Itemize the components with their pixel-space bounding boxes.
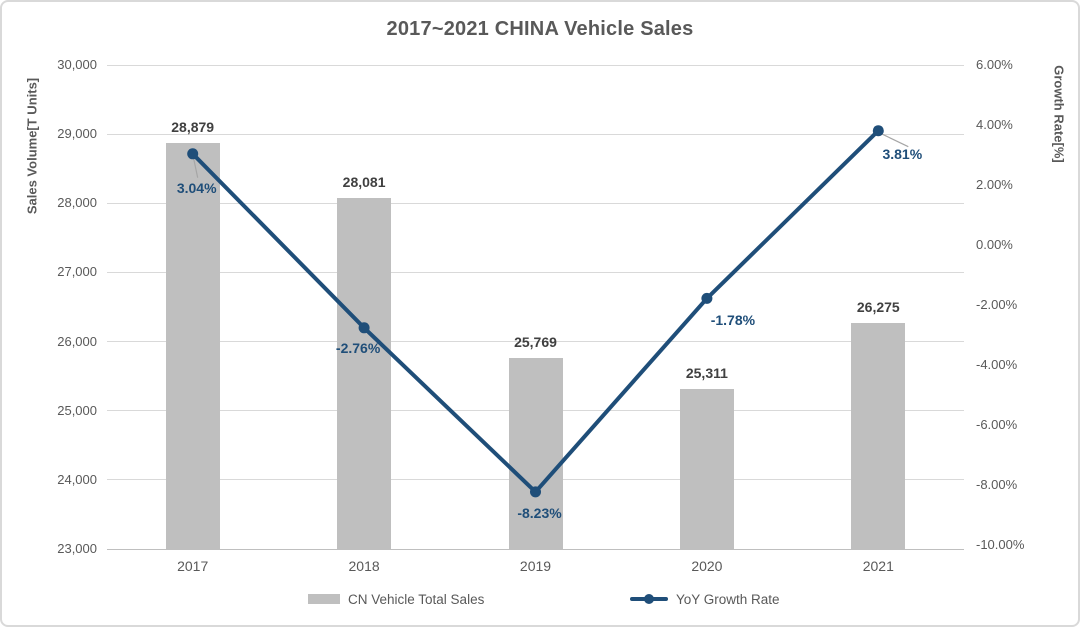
line-point-label: 3.81%	[882, 145, 923, 162]
bar-2018[interactable]	[337, 197, 392, 549]
bar-value-label: 28,879	[171, 118, 215, 135]
line-point-label: -2.76%	[335, 339, 381, 356]
line-marker[interactable]	[872, 125, 884, 137]
right-axis-tick-label: 2.00%	[976, 177, 1013, 192]
bar-value-label: 25,769	[514, 333, 557, 350]
left-axis-tick-label: 24,000	[57, 471, 97, 487]
gridline	[107, 271, 964, 273]
x-axis-label: 2017	[177, 558, 209, 574]
line-point-label: -1.78%	[710, 312, 756, 329]
x-axis-label: 2019	[519, 558, 552, 574]
left-axis-tick-label: 30,000	[57, 57, 97, 72]
bar-series-swatch-icon	[308, 594, 340, 604]
line-marker[interactable]	[530, 486, 541, 498]
right-axis-tick-label: 6.00%	[976, 57, 1013, 72]
left-axis-tick-label: 29,000	[57, 126, 97, 142]
legend-label-bar-series: CN Vehicle Total Sales	[348, 591, 485, 607]
line-series-swatch-icon	[630, 594, 668, 604]
bar-value-label: 28,081	[342, 173, 386, 190]
left-axis-tick-label: 26,000	[57, 333, 97, 349]
line-marker[interactable]	[358, 322, 370, 334]
label-leader-line	[881, 133, 909, 148]
x-axis-label: 2018	[348, 558, 380, 574]
gridline	[107, 64, 964, 66]
line-point-label: -8.23%	[517, 504, 562, 521]
label-leader-line	[193, 158, 199, 178]
bar-2020[interactable]	[679, 389, 734, 549]
right-axis-tick-label: -6.00%	[976, 417, 1018, 432]
gridline	[107, 202, 964, 204]
line-point-label: 3.04%	[176, 179, 217, 196]
gridline	[107, 341, 964, 343]
line-marker[interactable]	[187, 148, 199, 160]
yoy-growth-line[interactable]	[190, 128, 881, 494]
line-marker[interactable]	[701, 292, 713, 304]
legend-item-line-series[interactable]: YoY Growth Rate	[630, 590, 780, 608]
bar-2017[interactable]	[165, 142, 220, 549]
left-axis-tick-label: 28,000	[57, 195, 97, 211]
bar-2021[interactable]	[851, 322, 906, 549]
left-axis-tick-label: 27,000	[57, 264, 97, 280]
x-axis-label: 2020	[691, 558, 723, 574]
left-axis-tick-label: 25,000	[57, 402, 97, 418]
right-axis-tick-label: 0.00%	[976, 237, 1013, 252]
left-axis-tick-label: 23,000	[57, 541, 97, 556]
gridline	[107, 548, 964, 550]
legend-item-bar-series[interactable]: CN Vehicle Total Sales	[308, 590, 484, 608]
legend-label-line-series: YoY Growth Rate	[676, 591, 780, 607]
gridline	[107, 133, 964, 135]
bar-value-label: 25,311	[685, 365, 728, 382]
right-axis-tick-label: -8.00%	[976, 477, 1018, 492]
right-axis-tick-label: -10.00%	[976, 537, 1025, 552]
bar-2019[interactable]	[508, 357, 563, 549]
right-axis-tick-label: 4.00%	[976, 117, 1013, 132]
chart-title: 2017~2021 CHINA Vehicle Sales	[386, 18, 694, 40]
x-axis-label: 2021	[862, 558, 894, 574]
right-axis-tick-label: -4.00%	[976, 357, 1018, 372]
bar-value-label: 26,275	[856, 298, 900, 315]
right-axis-tick-label: -2.00%	[976, 297, 1018, 312]
